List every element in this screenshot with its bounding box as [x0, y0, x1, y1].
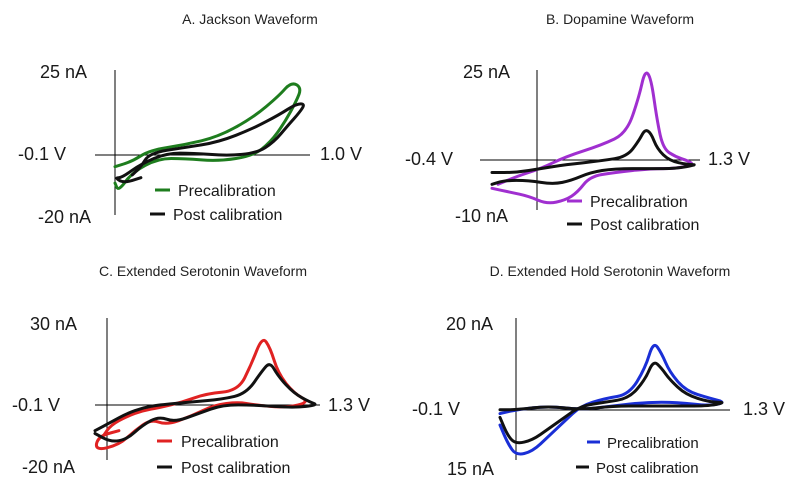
panel-a-postcalibration-curve	[115, 102, 305, 184]
panel-b-x-left-label: -0.4 V	[405, 149, 453, 169]
panel-b-x-right-label: 1.3 V	[708, 149, 750, 169]
panel-d-x-right-label: 1.3 V	[743, 399, 785, 419]
panel-b-legend-precalibration: Precalibration	[590, 194, 688, 211]
panel-d-y-top-label: 20 nA	[446, 314, 493, 334]
panel-b-title: B. Dopamine Waveform	[546, 11, 694, 27]
panel-b-precalibration-curve	[490, 71, 694, 205]
panel-a-y-top-label: 25 nA	[40, 62, 87, 82]
panel-b-y-bottom-label: -10 nA	[455, 206, 508, 226]
panel-c: C. Extended Serotonin Waveform 30 nA -0.…	[12, 263, 370, 477]
panel-d: D. Extended Hold Serotonin Waveform 20 n…	[412, 263, 785, 479]
panel-d-title: D. Extended Hold Serotonin Waveform	[490, 263, 731, 279]
panel-a-x-right-label: 1.0 V	[320, 144, 362, 164]
panel-d-legend-precalibration: Precalibration	[607, 435, 699, 452]
panel-d-postcalibration-curve	[498, 361, 724, 445]
panel-b-legend-postcalibration: Post calibration	[590, 217, 699, 234]
panel-a-x-left-label: -0.1 V	[18, 144, 66, 164]
panel-b: B. Dopamine Waveform 25 nA -0.4 V 1.3 V …	[405, 11, 750, 234]
panel-d-y-bottom-label: 15 nA	[447, 459, 494, 479]
panel-c-title: C. Extended Serotonin Waveform	[99, 263, 307, 279]
panel-a-precalibration-curve	[113, 82, 302, 190]
panel-d-legend-postcalibration: Post calibration	[596, 460, 699, 477]
panel-c-x-left-label: -0.1 V	[12, 395, 60, 415]
panel-c-y-top-label: 30 nA	[30, 314, 77, 334]
panel-c-x-right-label: 1.3 V	[328, 395, 370, 415]
panel-d-x-left-label: -0.1 V	[412, 399, 460, 419]
panel-c-legend-postcalibration: Post calibration	[181, 460, 290, 477]
panel-a-legend-postcalibration: Post calibration	[173, 207, 282, 224]
panel-c-y-bottom-label: -20 nA	[22, 457, 75, 477]
panel-a-title: A. Jackson Waveform	[182, 11, 318, 27]
panel-a-y-bottom-label: -20 nA	[38, 207, 91, 227]
panel-c-legend-precalibration: Precalibration	[181, 434, 279, 451]
panel-c-precalibration-curve	[94, 338, 307, 451]
panel-a: A. Jackson Waveform 25 nA -0.1 V 1.0 V -…	[18, 11, 362, 227]
panel-b-postcalibration-curve	[490, 129, 696, 186]
panel-b-y-top-label: 25 nA	[463, 62, 510, 82]
panel-a-legend-precalibration: Precalibration	[178, 183, 276, 200]
panel-c-postcalibration-curve	[93, 363, 317, 443]
